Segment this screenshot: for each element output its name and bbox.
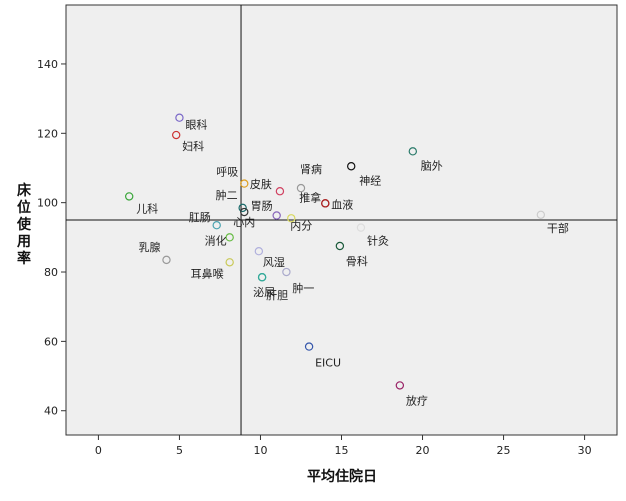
x-tick-label: 15: [335, 444, 349, 457]
point-marker: [536, 210, 546, 219]
x-tick-label: 20: [416, 444, 430, 457]
point-marker: [240, 179, 249, 188]
y-axis-title-char: 用: [17, 234, 31, 250]
point-label: 针灸: [367, 234, 389, 248]
point-label: 干部: [547, 221, 569, 235]
x-axis-title: 平均住院日: [307, 468, 377, 485]
x-tick-label: 10: [253, 444, 267, 457]
point-label: 皮肤: [250, 177, 272, 191]
point-marker: [254, 247, 264, 256]
point-marker: [225, 233, 234, 242]
point-label: EICU: [315, 357, 341, 370]
x-tick-label: 25: [497, 444, 511, 457]
point-label: 妇科: [182, 139, 204, 153]
point-label: 肿二: [216, 188, 238, 202]
point-label: 肝胆: [266, 289, 288, 302]
point-marker: [212, 221, 221, 230]
point-marker: [162, 255, 171, 265]
point-marker: [272, 211, 281, 220]
point-label: 眼科: [185, 118, 207, 132]
point-marker: [296, 183, 306, 193]
x-tick-label: 30: [578, 444, 592, 457]
point-marker: [408, 147, 418, 156]
point-marker: [175, 113, 184, 122]
y-axis-title-char: 率: [17, 250, 31, 267]
point-label: 内分: [290, 218, 312, 232]
point-label: 骨科: [346, 254, 368, 268]
point-label: 推拿: [299, 190, 321, 204]
reference-lines: [66, 5, 617, 435]
y-tick-label: 80: [44, 266, 58, 279]
y-axis-title-char: 使: [16, 216, 32, 233]
point-marker: [321, 199, 330, 208]
point-label: 耳鼻喉: [191, 266, 224, 280]
point-label: 神经: [359, 173, 381, 187]
point-marker: [304, 342, 314, 351]
point-marker: [275, 187, 285, 196]
point-marker: [356, 223, 366, 232]
point-label: 儿科: [136, 201, 158, 215]
point-label: 脑外: [421, 159, 443, 172]
point-marker: [225, 258, 234, 267]
point-marker: [287, 214, 296, 223]
x-tick-label: 5: [176, 444, 183, 457]
point-label: 肾病: [300, 162, 322, 176]
axis-ticks: 0 5 10 15 20 25 30 40 60 80 100 120 140: [37, 58, 592, 457]
point-marker: [238, 203, 247, 213]
y-axis-title-char: 床: [17, 182, 32, 199]
y-tick-label: 60: [44, 335, 58, 348]
point-marker: [257, 273, 267, 282]
point-marker: [282, 267, 291, 277]
y-tick-label: 120: [37, 127, 58, 140]
point-label: 心内: [233, 215, 255, 229]
y-tick-label: 40: [44, 405, 58, 418]
point-marker: [125, 192, 134, 201]
y-tick-label: 100: [37, 197, 58, 210]
point-label: 风湿: [263, 256, 285, 269]
point-marker: [347, 162, 356, 171]
y-tick-label: 140: [37, 58, 58, 71]
point-label: 肛肠: [189, 211, 211, 224]
point-marker: [335, 241, 345, 251]
point-label: 泌尿: [253, 286, 275, 299]
point-marker: [171, 130, 181, 140]
point-label: 呼吸: [216, 166, 238, 179]
y-axis-title-char: 位: [17, 199, 31, 216]
point-label: 消化: [205, 233, 227, 247]
point-label: 乳腺: [138, 240, 160, 254]
point-label: 血液: [331, 197, 353, 211]
point-label: 放疗: [406, 393, 428, 407]
point-label: 肿一: [292, 281, 314, 295]
point-label: 胃肠: [251, 199, 273, 212]
data-points: [125, 113, 546, 390]
point-marker: [395, 381, 405, 390]
x-tick-label: 0: [95, 444, 102, 457]
point-marker: [240, 207, 249, 217]
